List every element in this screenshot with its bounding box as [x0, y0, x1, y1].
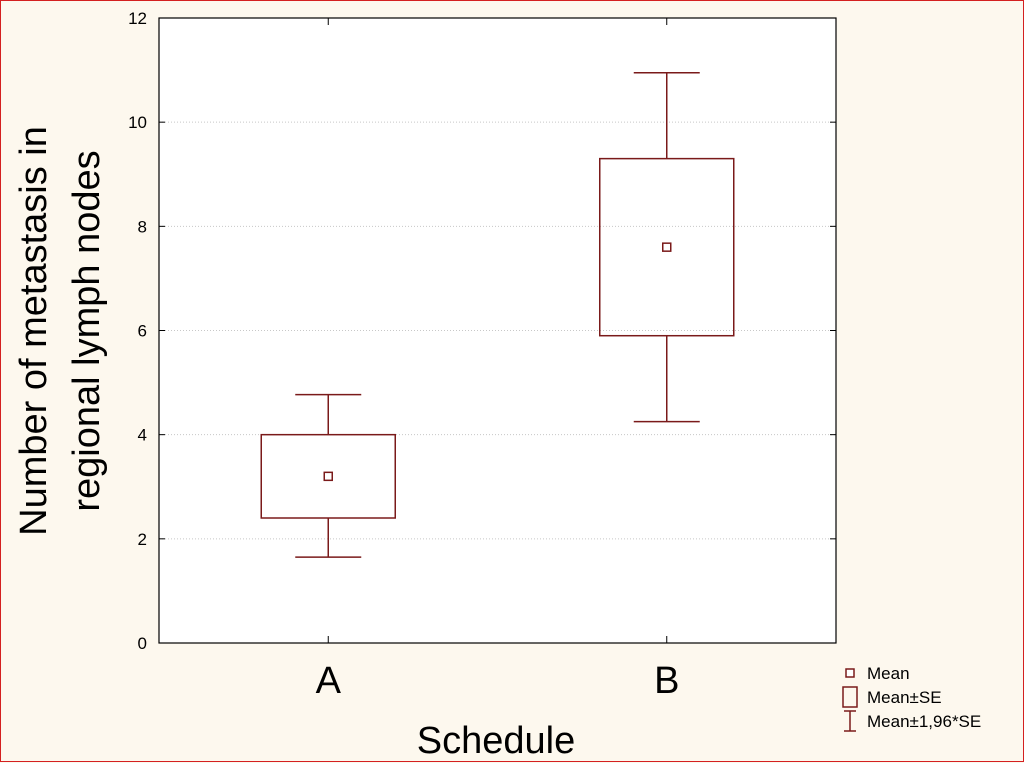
legend-item: Mean±1,96*SE — [844, 710, 981, 732]
y-tick-label: 6 — [138, 322, 147, 341]
y-axis-ticks: 0 2 4 6 8 10 12 — [128, 9, 836, 653]
legend-whisker-icon — [844, 710, 856, 732]
legend-label: Mean — [867, 664, 910, 683]
legend-item: Mean — [845, 664, 910, 683]
series-A — [260, 393, 396, 558]
y-tick-label: 10 — [128, 113, 147, 132]
y-tick-label: 0 — [138, 634, 147, 653]
x-tick-label: B — [654, 660, 679, 702]
legend-label: Mean±1,96*SE — [867, 712, 981, 731]
y-axis-label-line-1: Number of metastasis in — [13, 126, 55, 536]
legend-mean-icon — [845, 668, 855, 678]
y-tick-label: 12 — [128, 9, 147, 28]
series-boxes — [260, 71, 735, 558]
series-B — [599, 71, 735, 423]
y-axis-label-line-2: regional lymph nodes — [66, 150, 108, 511]
gridlines — [159, 121, 836, 540]
legend: Mean Mean±SE Mean±1,96*SE — [842, 664, 981, 732]
mean-marker — [323, 471, 333, 482]
y-tick-label: 2 — [138, 530, 147, 549]
mean-marker — [662, 242, 672, 252]
legend-item: Mean±SE — [842, 686, 942, 708]
se-box — [599, 157, 735, 337]
x-tick-label: A — [316, 660, 342, 702]
y-tick-label: 4 — [138, 426, 147, 445]
x-axis-label: Schedule — [417, 720, 575, 762]
legend-box-icon — [842, 686, 858, 708]
se-box — [260, 433, 396, 519]
y-tick-label: 8 — [138, 217, 147, 236]
legend-label: Mean±SE — [867, 688, 942, 707]
